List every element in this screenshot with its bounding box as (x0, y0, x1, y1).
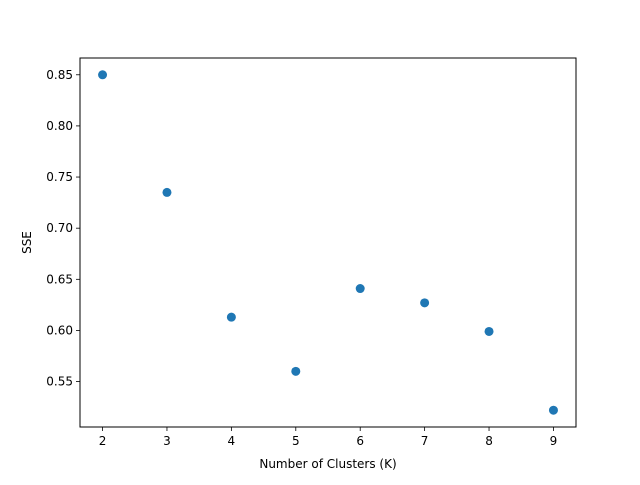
y-tick-label: 0.75 (46, 170, 73, 184)
x-tick-label: 6 (356, 434, 364, 448)
data-point (98, 70, 108, 80)
x-tick-label: 3 (163, 434, 171, 448)
x-tick-label: 2 (99, 434, 107, 448)
data-point (291, 366, 301, 376)
y-axis-label: SSE (20, 231, 34, 254)
plot-area-frame (79, 57, 577, 428)
data-point (420, 298, 430, 308)
x-tick-label: 5 (292, 434, 300, 448)
data-point (355, 284, 365, 294)
x-tick-label: 9 (550, 434, 558, 448)
y-tick-label: 0.85 (46, 68, 73, 82)
x-axis-label: Number of Clusters (K) (259, 457, 396, 471)
y-tick-label: 0.80 (46, 119, 73, 133)
y-tick-label: 0.60 (46, 323, 73, 337)
data-point (162, 187, 172, 197)
y-tick-label: 0.55 (46, 375, 73, 389)
data-point (484, 326, 494, 336)
y-tick-label: 0.70 (46, 221, 73, 235)
data-point (226, 312, 236, 322)
x-tick-label: 4 (228, 434, 236, 448)
x-tick-label: 7 (421, 434, 429, 448)
data-point (548, 405, 558, 415)
y-tick-label: 0.65 (46, 272, 73, 286)
data-points (98, 70, 558, 415)
x-tick-label: 8 (485, 434, 493, 448)
y-axis: 0.55 0.60 0.65 0.70 0.75 0.80 0.85 (46, 68, 80, 389)
x-axis: 2 3 4 5 6 7 8 9 (99, 427, 558, 448)
